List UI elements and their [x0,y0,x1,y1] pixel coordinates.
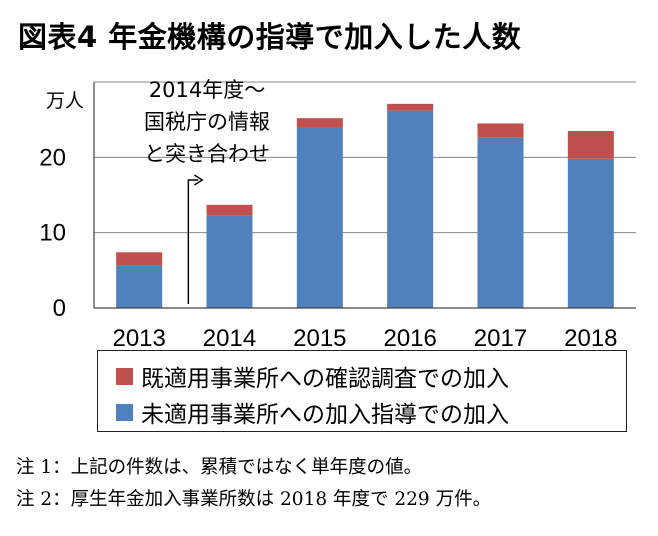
footnotes: 注 1：上記の件数は、累積ではなく単年度の値。 注 2：厚生年金加入事業所数は … [16,452,491,516]
bar-segment [296,118,343,128]
bar-segment [206,204,253,216]
annotation-arrow [187,179,199,304]
footnote: 注 1：上記の件数は、累積ではなく単年度の値。 [16,457,423,478]
x-tick-label: 2017 [474,325,527,350]
annotation-line: 2014年度～ [148,78,266,102]
y-axis-unit-label: 万人 [46,90,85,112]
bar-segment [477,123,524,138]
y-tick-label: 10 [39,220,66,247]
bar-segment [296,127,343,308]
bar-segment [116,265,163,308]
legend-label: 既適用事業所への確認調査での加入 [141,366,509,392]
x-tick-label: 2013 [112,325,165,350]
y-tick-label: 20 [39,144,66,171]
y-tick-label: 0 [53,295,66,322]
bar-segment [567,158,614,308]
legend-item-enrollment-guidance: 未適用事業所への加入指導での加入 [116,395,509,429]
annotation-line: 国税庁の情報 [144,110,270,134]
legend-label: 未適用事業所への加入指導での加入 [141,402,509,428]
x-tick-label: 2015 [293,325,346,350]
bar-segment [387,110,434,308]
chart-title: 図表4 年金機構の指導で加入した人数 [18,20,522,54]
x-tick-label: 2018 [564,325,617,350]
legend-item-confirmation-survey: 既適用事業所への確認調査での加入 [116,359,509,393]
x-tick-label: 2016 [383,325,436,350]
legend-swatch-blue [116,403,133,421]
stacked-bar-chart: 0 10 20 2013 2014 2015 2016 2017 2018 [39,81,636,350]
annotation-text: 2014年度～ 国税庁の情報 と突き合わせ [112,74,302,170]
bar-segment [116,252,163,266]
annotation-line: と突き合わせ [144,142,270,166]
footnote: 注 2：厚生年金加入事業所数は 2018 年度で 229 万件。 [16,489,492,510]
legend-swatch-red [116,367,133,385]
bar-segment [206,215,253,308]
x-tick-label: 2014 [203,325,256,350]
bar-segment [567,130,614,159]
annotation-arrowhead [193,174,204,186]
bar-segment [477,137,524,308]
legend: 既適用事業所への確認調査での加入 未適用事業所への加入指導での加入 [97,350,627,432]
bar-segment [387,103,434,111]
